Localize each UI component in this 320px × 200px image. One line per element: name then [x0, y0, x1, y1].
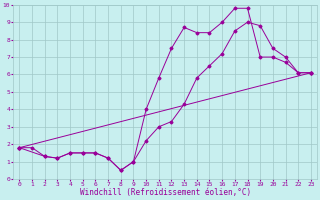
X-axis label: Windchill (Refroidissement éolien,°C): Windchill (Refroidissement éolien,°C): [80, 188, 251, 197]
